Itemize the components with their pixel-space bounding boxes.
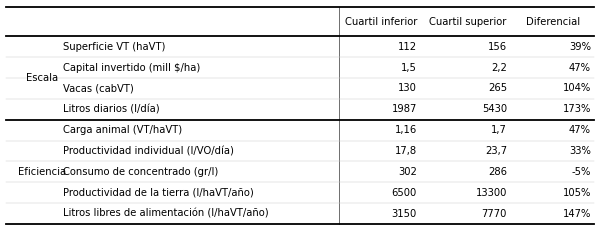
Text: Consumo de concentrado (gr/l): Consumo de concentrado (gr/l) bbox=[63, 167, 218, 177]
Text: 112: 112 bbox=[398, 42, 417, 52]
Text: 1,5: 1,5 bbox=[401, 63, 417, 73]
Text: 1,7: 1,7 bbox=[491, 125, 507, 135]
Text: 1987: 1987 bbox=[392, 104, 417, 114]
Text: Productividad de la tierra (l/haVT/año): Productividad de la tierra (l/haVT/año) bbox=[63, 188, 254, 198]
Text: -5%: -5% bbox=[572, 167, 591, 177]
Text: 147%: 147% bbox=[563, 209, 591, 219]
Text: 104%: 104% bbox=[563, 83, 591, 93]
Text: 1,16: 1,16 bbox=[395, 125, 417, 135]
Text: 2,2: 2,2 bbox=[491, 63, 507, 73]
Text: Eficiencia: Eficiencia bbox=[18, 167, 66, 177]
Text: Litros libres de alimentación (l/haVT/año): Litros libres de alimentación (l/haVT/añ… bbox=[63, 209, 269, 219]
Text: 105%: 105% bbox=[563, 188, 591, 198]
Text: Productividad individual (l/VO/día): Productividad individual (l/VO/día) bbox=[63, 146, 234, 156]
Text: Cuartil inferior: Cuartil inferior bbox=[345, 17, 417, 27]
Text: Cuartil superior: Cuartil superior bbox=[430, 17, 506, 27]
Text: 39%: 39% bbox=[569, 42, 591, 52]
Text: Superficie VT (haVT): Superficie VT (haVT) bbox=[63, 42, 166, 52]
Text: 7770: 7770 bbox=[482, 209, 507, 219]
Text: 23,7: 23,7 bbox=[485, 146, 507, 156]
Text: 47%: 47% bbox=[569, 63, 591, 73]
Text: 156: 156 bbox=[488, 42, 507, 52]
Text: Carga animal (VT/haVT): Carga animal (VT/haVT) bbox=[63, 125, 182, 135]
Text: Escala: Escala bbox=[26, 73, 58, 83]
Text: 33%: 33% bbox=[569, 146, 591, 156]
Text: 47%: 47% bbox=[569, 125, 591, 135]
Text: 13300: 13300 bbox=[476, 188, 507, 198]
Text: 5430: 5430 bbox=[482, 104, 507, 114]
Text: 265: 265 bbox=[488, 83, 507, 93]
Text: Diferencial: Diferencial bbox=[526, 17, 581, 27]
Text: 173%: 173% bbox=[563, 104, 591, 114]
Text: Litros diarios (l/día): Litros diarios (l/día) bbox=[63, 104, 160, 114]
Text: 302: 302 bbox=[398, 167, 417, 177]
Text: 130: 130 bbox=[398, 83, 417, 93]
Text: 6500: 6500 bbox=[392, 188, 417, 198]
Text: 286: 286 bbox=[488, 167, 507, 177]
Text: 3150: 3150 bbox=[392, 209, 417, 219]
Text: Capital invertido (mill $/ha): Capital invertido (mill $/ha) bbox=[63, 63, 200, 73]
Text: 17,8: 17,8 bbox=[395, 146, 417, 156]
Text: Vacas (cabVT): Vacas (cabVT) bbox=[63, 83, 134, 93]
